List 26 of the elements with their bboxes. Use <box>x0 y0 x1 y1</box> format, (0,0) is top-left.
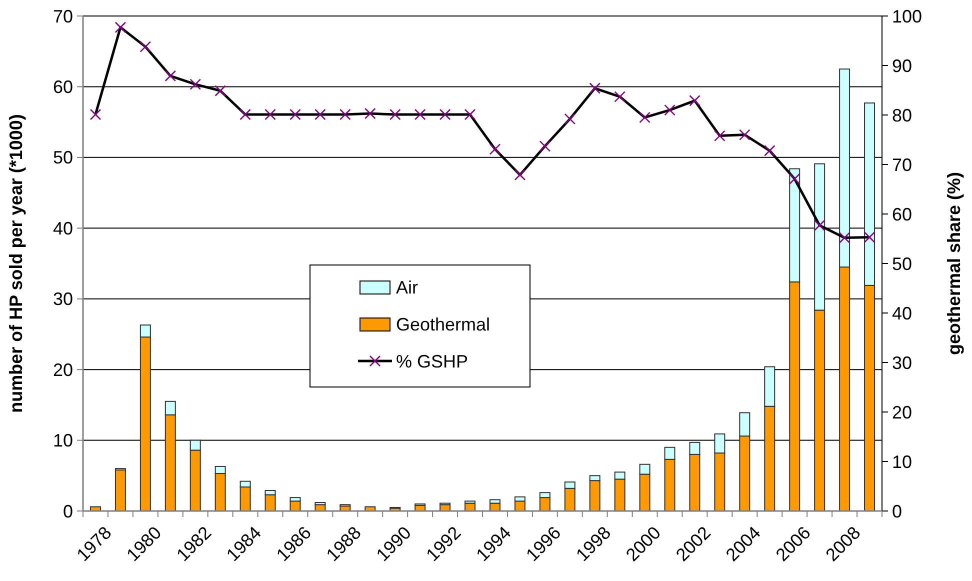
y-axis-title: number of HP sold per year (*1000) <box>6 114 26 413</box>
y-tick-label: 60 <box>52 77 73 98</box>
y2-tick-label: 100 <box>892 6 922 26</box>
bar <box>264 494 276 512</box>
y2-axis-title: geothermal share (%) <box>944 172 964 356</box>
y2-tick-label: 10 <box>892 452 912 472</box>
y2-tick-label: 90 <box>892 56 912 76</box>
y-tick-label: 70 <box>52 6 73 26</box>
y2-tick-label: 40 <box>892 303 912 324</box>
legend-label: Air <box>396 277 418 298</box>
y-tick-label: 20 <box>52 360 73 380</box>
legend-label: % GSHP <box>396 351 468 372</box>
y2-tick-label: 80 <box>892 105 912 126</box>
y-tick-label: 40 <box>52 218 73 238</box>
y2-tick-label: 20 <box>892 402 912 422</box>
bar <box>114 469 126 512</box>
legend-label: Geothermal <box>396 314 490 334</box>
y2-tick-label: 60 <box>892 204 912 224</box>
y-tick-label: 50 <box>52 148 73 168</box>
y-tick-label: 0 <box>62 501 73 522</box>
y2-tick-label: 0 <box>892 501 902 522</box>
y2-tick-label: 70 <box>892 154 912 175</box>
y2-tick-label: 50 <box>892 254 912 274</box>
y-tick-label: 30 <box>52 289 73 310</box>
y-tick-label: 10 <box>52 430 73 451</box>
y2-tick-label: 30 <box>892 352 912 373</box>
